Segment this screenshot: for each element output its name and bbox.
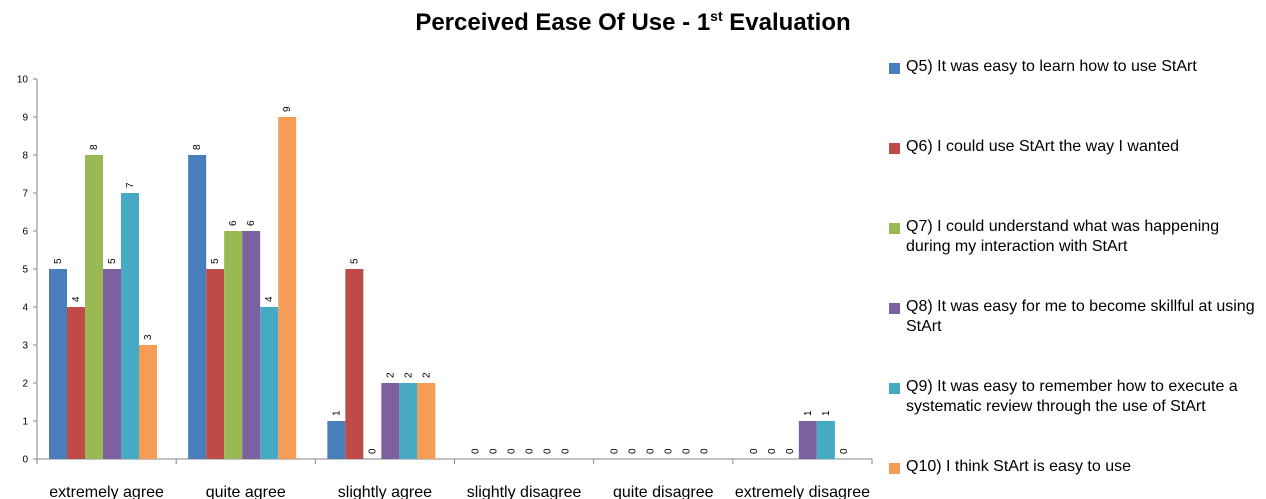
bar-value-label: 5 — [349, 258, 360, 264]
bar-value-label: 0 — [367, 448, 378, 454]
legend-item: Q5) It was easy to learn how to use StAr… — [889, 57, 1261, 77]
bar — [206, 269, 225, 459]
bar-value-label: 2 — [421, 372, 432, 378]
bar-value-label: 3 — [143, 334, 154, 340]
bar — [417, 383, 436, 459]
y-tick-label: 2 — [22, 379, 28, 390]
bar-value-label: 4 — [264, 296, 275, 302]
bar-value-label: 1 — [331, 410, 342, 416]
bar-value-label: 5 — [107, 258, 118, 264]
bar-value-label: 0 — [767, 448, 778, 454]
legend-item: Q7) I could understand what was happenin… — [889, 217, 1261, 257]
x-category-label: extremely disagree — [735, 484, 870, 499]
y-tick-label: 3 — [22, 341, 28, 352]
bar-value-label: 2 — [403, 372, 414, 378]
legend-item: Q6) I could use StArt the way I wanted — [889, 137, 1261, 157]
x-category-label: slightly disagree — [467, 484, 582, 499]
bar-value-label: 8 — [192, 144, 203, 150]
chart-title-superscript: st — [710, 8, 723, 24]
bar-value-label: 0 — [561, 448, 572, 454]
legend-swatch — [889, 303, 900, 314]
chart-title: Perceived Ease Of Use - 1st Evaluation — [0, 8, 1266, 37]
y-tick-label: 4 — [22, 303, 28, 314]
bar — [327, 421, 346, 459]
bar-value-label: 0 — [682, 448, 693, 454]
legend-label: Q10) I think StArt is easy to use — [906, 458, 1131, 475]
bar — [260, 307, 279, 459]
bar-value-label: 1 — [821, 410, 832, 416]
legend-label: Q8) It was easy for me to become skillfu… — [906, 298, 1255, 335]
legend-swatch — [889, 463, 900, 474]
bar — [399, 383, 418, 459]
y-tick-label: 0 — [22, 455, 28, 466]
y-tick-label: 10 — [17, 75, 29, 86]
bar-value-label: 9 — [282, 106, 293, 112]
legend-label: Q5) It was easy to learn how to use StAr… — [906, 58, 1197, 75]
bar-value-label: 0 — [749, 448, 760, 454]
bar-value-label: 2 — [385, 372, 396, 378]
legend-swatch — [889, 143, 900, 154]
bar — [49, 269, 67, 459]
y-tick-label: 1 — [22, 417, 28, 428]
x-category-label: quite disagree — [613, 484, 714, 499]
bar-value-label: 0 — [646, 448, 657, 454]
x-category-label: extremely agree — [49, 484, 164, 499]
bar-value-label: 5 — [53, 258, 64, 264]
bar — [345, 269, 364, 459]
bar-value-label: 8 — [89, 144, 100, 150]
bar-value-label: 0 — [489, 448, 500, 454]
legend-item: Q10) I think StArt is easy to use — [889, 457, 1261, 477]
y-tick-label: 9 — [22, 113, 28, 124]
y-tick-label: 8 — [22, 151, 28, 162]
bar — [188, 155, 207, 459]
legend-label: Q6) I could use StArt the way I wanted — [906, 138, 1180, 155]
bar — [242, 231, 261, 459]
bar — [103, 269, 121, 459]
legend-item: Q8) It was easy for me to become skillfu… — [889, 297, 1261, 337]
bar-value-label: 0 — [785, 448, 796, 454]
chart-title-suffix: Evaluation — [722, 9, 851, 36]
bar-value-label: 1 — [803, 410, 814, 416]
legend-item: Q9) It was easy to remember how to execu… — [889, 377, 1261, 417]
bar-value-label: 0 — [839, 448, 850, 454]
y-tick-label: 6 — [22, 227, 28, 238]
legend-swatch — [889, 383, 900, 394]
chart-title-main: Perceived Ease Of Use - 1 — [415, 9, 711, 36]
bar-value-label: 6 — [246, 220, 257, 226]
bar — [67, 307, 85, 459]
bar — [85, 155, 103, 459]
x-category-label: slightly agree — [338, 484, 432, 499]
bar-value-label: 6 — [228, 220, 239, 226]
bar-value-label: 0 — [543, 448, 554, 454]
legend-label: Q7) I could understand what was happenin… — [906, 218, 1220, 255]
x-category-label: quite agree — [206, 484, 286, 499]
y-tick-label: 7 — [22, 189, 28, 200]
bar — [816, 421, 835, 459]
legend-swatch — [889, 223, 900, 234]
bar — [381, 383, 400, 459]
bar — [278, 117, 297, 459]
bar-value-label: 0 — [525, 448, 536, 454]
legend-label: Q9) It was easy to remember how to execu… — [906, 378, 1238, 415]
bar-value-label: 0 — [610, 448, 621, 454]
bar-value-label: 0 — [700, 448, 711, 454]
bar-value-label: 0 — [507, 448, 518, 454]
bar-value-label: 0 — [471, 448, 482, 454]
bar-value-label: 0 — [664, 448, 675, 454]
legend-swatch — [889, 63, 900, 74]
bar — [139, 345, 157, 459]
y-tick-label: 5 — [22, 265, 28, 276]
bar — [121, 193, 139, 459]
bar — [798, 421, 817, 459]
bar-value-label: 5 — [210, 258, 221, 264]
bar-value-label: 0 — [628, 448, 639, 454]
bar-value-label: 7 — [125, 182, 136, 188]
bar — [224, 231, 243, 459]
bar-value-label: 4 — [71, 296, 82, 302]
